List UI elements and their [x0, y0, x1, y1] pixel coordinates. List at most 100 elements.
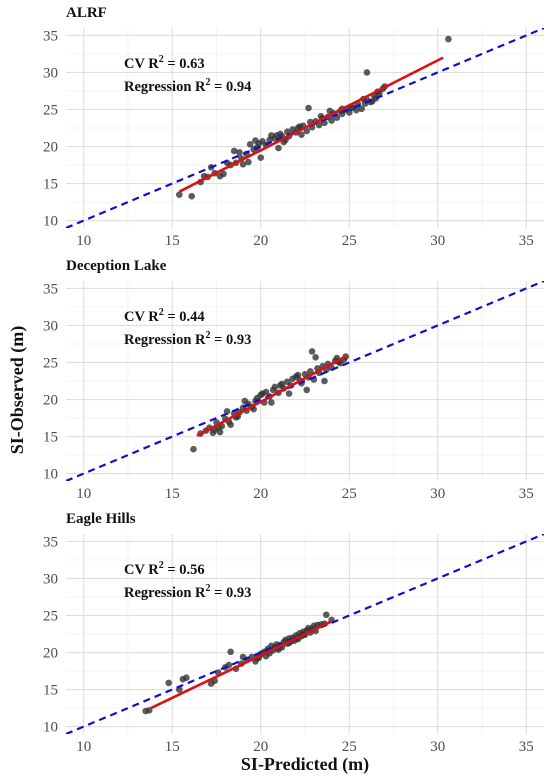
one-to-one-line: [66, 28, 544, 228]
data-point: [328, 117, 335, 124]
data-point: [268, 399, 275, 406]
data-point: [285, 390, 293, 397]
data-point: [273, 132, 280, 139]
data-point: [236, 149, 243, 156]
y-tick-label: 35: [43, 534, 58, 550]
data-point: [246, 140, 254, 148]
panel-title: Deception Lake: [66, 258, 167, 274]
panel-2: 10 15 20 25 30 35 10 15 20 25 30 35 Eagle Hills CV R2…: [43, 511, 544, 755]
points-group: [190, 348, 350, 453]
data-point: [271, 383, 279, 391]
data-point: [363, 69, 371, 76]
x-tick-label: 10: [76, 233, 91, 249]
data-point: [145, 706, 153, 714]
data-point: [303, 127, 311, 135]
y-tick-label: 35: [43, 28, 58, 44]
panel-0: 10 15 20 25 30 35 10 15 20 25 30 35 ALRF CV R2 = 0.63…: [43, 5, 544, 249]
y-tick-label: 25: [43, 355, 58, 371]
data-point: [227, 648, 234, 656]
data-point: [275, 144, 282, 152]
x-tick-label: 10: [76, 739, 91, 755]
x-tick-label: 15: [165, 233, 180, 249]
regression-line: [178, 56, 444, 193]
one-to-one-line: [66, 281, 544, 481]
y-tick-label: 25: [43, 102, 58, 118]
y-tick-label: 15: [43, 177, 58, 193]
regression-line: [196, 355, 347, 437]
data-point: [230, 147, 238, 155]
cv-r2-annotation: CV R2 = 0.44: [124, 307, 205, 325]
data-point: [165, 679, 172, 687]
data-point: [307, 368, 314, 375]
data-point: [188, 192, 195, 200]
data-point: [303, 386, 311, 394]
data-point: [245, 158, 252, 166]
y-tick-label: 20: [43, 140, 58, 156]
data-point: [259, 390, 266, 397]
cv-r2-annotation: CV R2 = 0.63: [124, 54, 205, 72]
data-point: [312, 353, 319, 361]
regression-r2-annotation: Regression R2 = 0.93: [124, 330, 251, 348]
data-point: [190, 445, 197, 453]
data-point: [308, 348, 316, 355]
data-point: [176, 191, 183, 198]
x-tick-label: 35: [519, 486, 534, 502]
data-point: [445, 35, 452, 43]
y-tick-label: 10: [43, 720, 58, 736]
points-group: [176, 35, 452, 200]
data-point: [326, 107, 334, 115]
data-point: [257, 154, 265, 161]
data-point: [322, 611, 330, 619]
x-tick-label: 30: [430, 233, 445, 249]
y-tick-label: 30: [43, 318, 58, 334]
y-tick-label: 10: [43, 467, 58, 483]
regression-r2-annotation: Regression R2 = 0.94: [124, 77, 251, 95]
x-tick-label: 20: [253, 486, 268, 502]
x-tick-label: 10: [76, 486, 91, 502]
y-tick-label: 10: [43, 214, 58, 230]
data-point: [239, 160, 247, 168]
y-tick-label: 30: [43, 571, 58, 587]
y-tick-label: 15: [43, 683, 58, 699]
x-tick-label: 15: [165, 486, 180, 502]
data-point: [358, 105, 365, 113]
data-point: [294, 371, 302, 379]
panel-1: 10 15 20 25 30 35 10 15 20 25 30 35 Deception Lake CV…: [43, 258, 544, 502]
x-tick-label: 35: [519, 233, 534, 249]
y-tick-label: 20: [43, 646, 58, 662]
regression-line: [150, 620, 333, 710]
data-point: [321, 377, 328, 385]
panel-title: Eagle Hills: [66, 511, 136, 527]
data-point: [353, 106, 360, 114]
data-point: [298, 131, 305, 138]
x-tick-label: 30: [430, 486, 445, 502]
data-point: [183, 674, 190, 682]
x-tick-label: 25: [342, 739, 357, 755]
data-point: [223, 408, 231, 415]
one-to-one-line: [66, 534, 544, 734]
regression-r2-annotation: Regression R2 = 0.93: [124, 583, 251, 601]
y-tick-label: 25: [43, 608, 58, 624]
x-tick-label: 25: [342, 233, 357, 249]
x-tick-label: 25: [342, 486, 357, 502]
cv-r2-annotation: CV R2 = 0.56: [124, 560, 205, 578]
y-tick-label: 30: [43, 65, 58, 81]
y-tick-label: 15: [43, 430, 58, 446]
data-point: [220, 170, 227, 178]
data-point: [252, 137, 259, 144]
data-point: [315, 121, 323, 129]
data-point: [227, 421, 234, 429]
data-point: [305, 104, 312, 112]
panel-title: ALRF: [66, 5, 107, 21]
y-tick-label: 20: [43, 393, 58, 409]
x-tick-label: 30: [430, 739, 445, 755]
x-tick-label: 15: [165, 739, 180, 755]
x-axis-title: SI-Predicted (m): [241, 754, 369, 775]
y-axis-title: SI-Observed (m): [7, 326, 28, 455]
data-point: [296, 123, 303, 130]
data-point: [241, 397, 249, 405]
x-tick-label: 20: [253, 233, 268, 249]
x-tick-label: 20: [253, 739, 268, 755]
data-point: [276, 382, 284, 389]
